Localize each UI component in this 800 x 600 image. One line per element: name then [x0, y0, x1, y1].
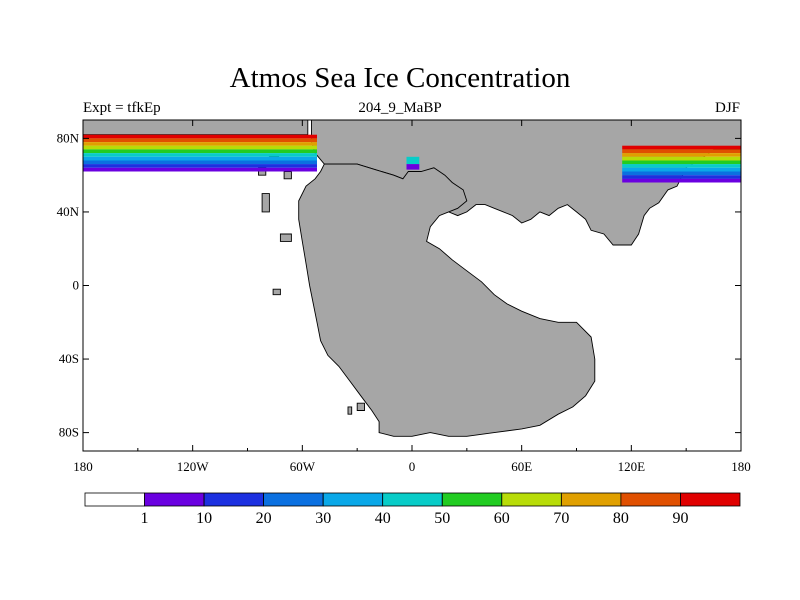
colorbar-swatch — [144, 492, 205, 507]
ice-band-east-6 — [622, 167, 741, 172]
colorbar-label: 30 — [315, 510, 331, 527]
colorbar: 1 10 20 30 40 50 60 70 80 90 — [84, 492, 741, 527]
colorbar-swatch — [680, 492, 741, 507]
ice-band-west-3 — [83, 145, 317, 150]
colorbar-label: 20 — [256, 510, 272, 527]
colorbar-label: 50 — [434, 510, 450, 527]
y-tick-label: 40S — [59, 351, 79, 366]
x-tick-label: 60E — [511, 459, 532, 474]
ice-band-west-5 — [83, 153, 317, 157]
ice-band-east-3 — [622, 156, 741, 161]
colorbar-label: 1 — [141, 510, 149, 527]
x-tick-label: 180 — [731, 459, 751, 474]
colorbar-swatch — [501, 492, 562, 507]
land-pangaea — [298, 163, 596, 437]
colorbar-label: 90 — [673, 510, 689, 527]
y-tick-label: 0 — [73, 278, 80, 293]
land-island-8 — [347, 406, 353, 415]
colorbar-label: 10 — [196, 510, 212, 527]
land-island-6 — [272, 288, 281, 296]
land-island-4 — [261, 193, 270, 213]
ice-band-east-5 — [622, 164, 741, 168]
colorbar-label: 40 — [375, 510, 391, 527]
x-tick-label: 180 — [73, 459, 93, 474]
ice-band-west-1 — [83, 138, 317, 143]
axes-layer: 180 120W 60W 0 60E 120E 180 80N 40N 0 40S 80S — [57, 119, 751, 474]
ice-band-east-4 — [622, 160, 741, 165]
ice-patch-0E — [406, 156, 420, 165]
x-tick-label: 0 — [409, 459, 416, 474]
land-island-5 — [279, 233, 292, 242]
x-tick-label: 60W — [290, 459, 316, 474]
ice-band-east-1 — [622, 149, 741, 154]
colorbar-swatch — [263, 492, 324, 507]
ice-band-east-0 — [622, 145, 741, 150]
ice-band-west-0 — [83, 134, 317, 139]
colorbar-swatch — [441, 492, 503, 507]
colorbar-swatch — [620, 492, 681, 507]
y-tick-label: 40N — [57, 204, 80, 219]
colorbar-swatch — [322, 492, 384, 507]
season-label: DJF — [714, 100, 740, 116]
period-label: 204_9_MaBP — [358, 100, 442, 116]
ice-band-west-4 — [83, 149, 317, 154]
experiment-label: Expt = tfkEp — [83, 100, 161, 116]
colorbar-label: 70 — [553, 510, 569, 527]
chart-title: Atmos Sea Ice Concentration — [229, 62, 571, 94]
colorbar-swatch — [203, 492, 265, 507]
colorbar-swatch — [382, 492, 443, 507]
land-island-3 — [283, 171, 292, 180]
ice-band-west-9 — [83, 167, 317, 172]
colorbar-swatch — [84, 492, 145, 507]
land-island-7 — [356, 402, 365, 411]
y-tick-label: 80S — [59, 425, 79, 440]
ice-patch-0E-low — [406, 164, 420, 170]
colorbar-label: 60 — [494, 510, 510, 527]
colorbar-label: 80 — [613, 510, 629, 527]
ice-band-west-7 — [83, 160, 317, 165]
ice-band-east-8 — [622, 175, 741, 179]
map-layer — [82, 119, 742, 437]
ice-band-east-9 — [622, 178, 741, 183]
ice-band-west-6 — [83, 156, 317, 161]
land-north-west — [82, 119, 309, 136]
ice-band-east-7 — [622, 171, 741, 176]
ice-band-west-2 — [83, 142, 317, 146]
x-tick-label: 120W — [177, 459, 210, 474]
y-tick-label: 80N — [57, 130, 80, 145]
colorbar-swatch — [561, 492, 622, 507]
ice-band-east-2 — [622, 153, 741, 157]
ice-band-west-8 — [83, 164, 317, 168]
x-tick-label: 120E — [618, 459, 646, 474]
